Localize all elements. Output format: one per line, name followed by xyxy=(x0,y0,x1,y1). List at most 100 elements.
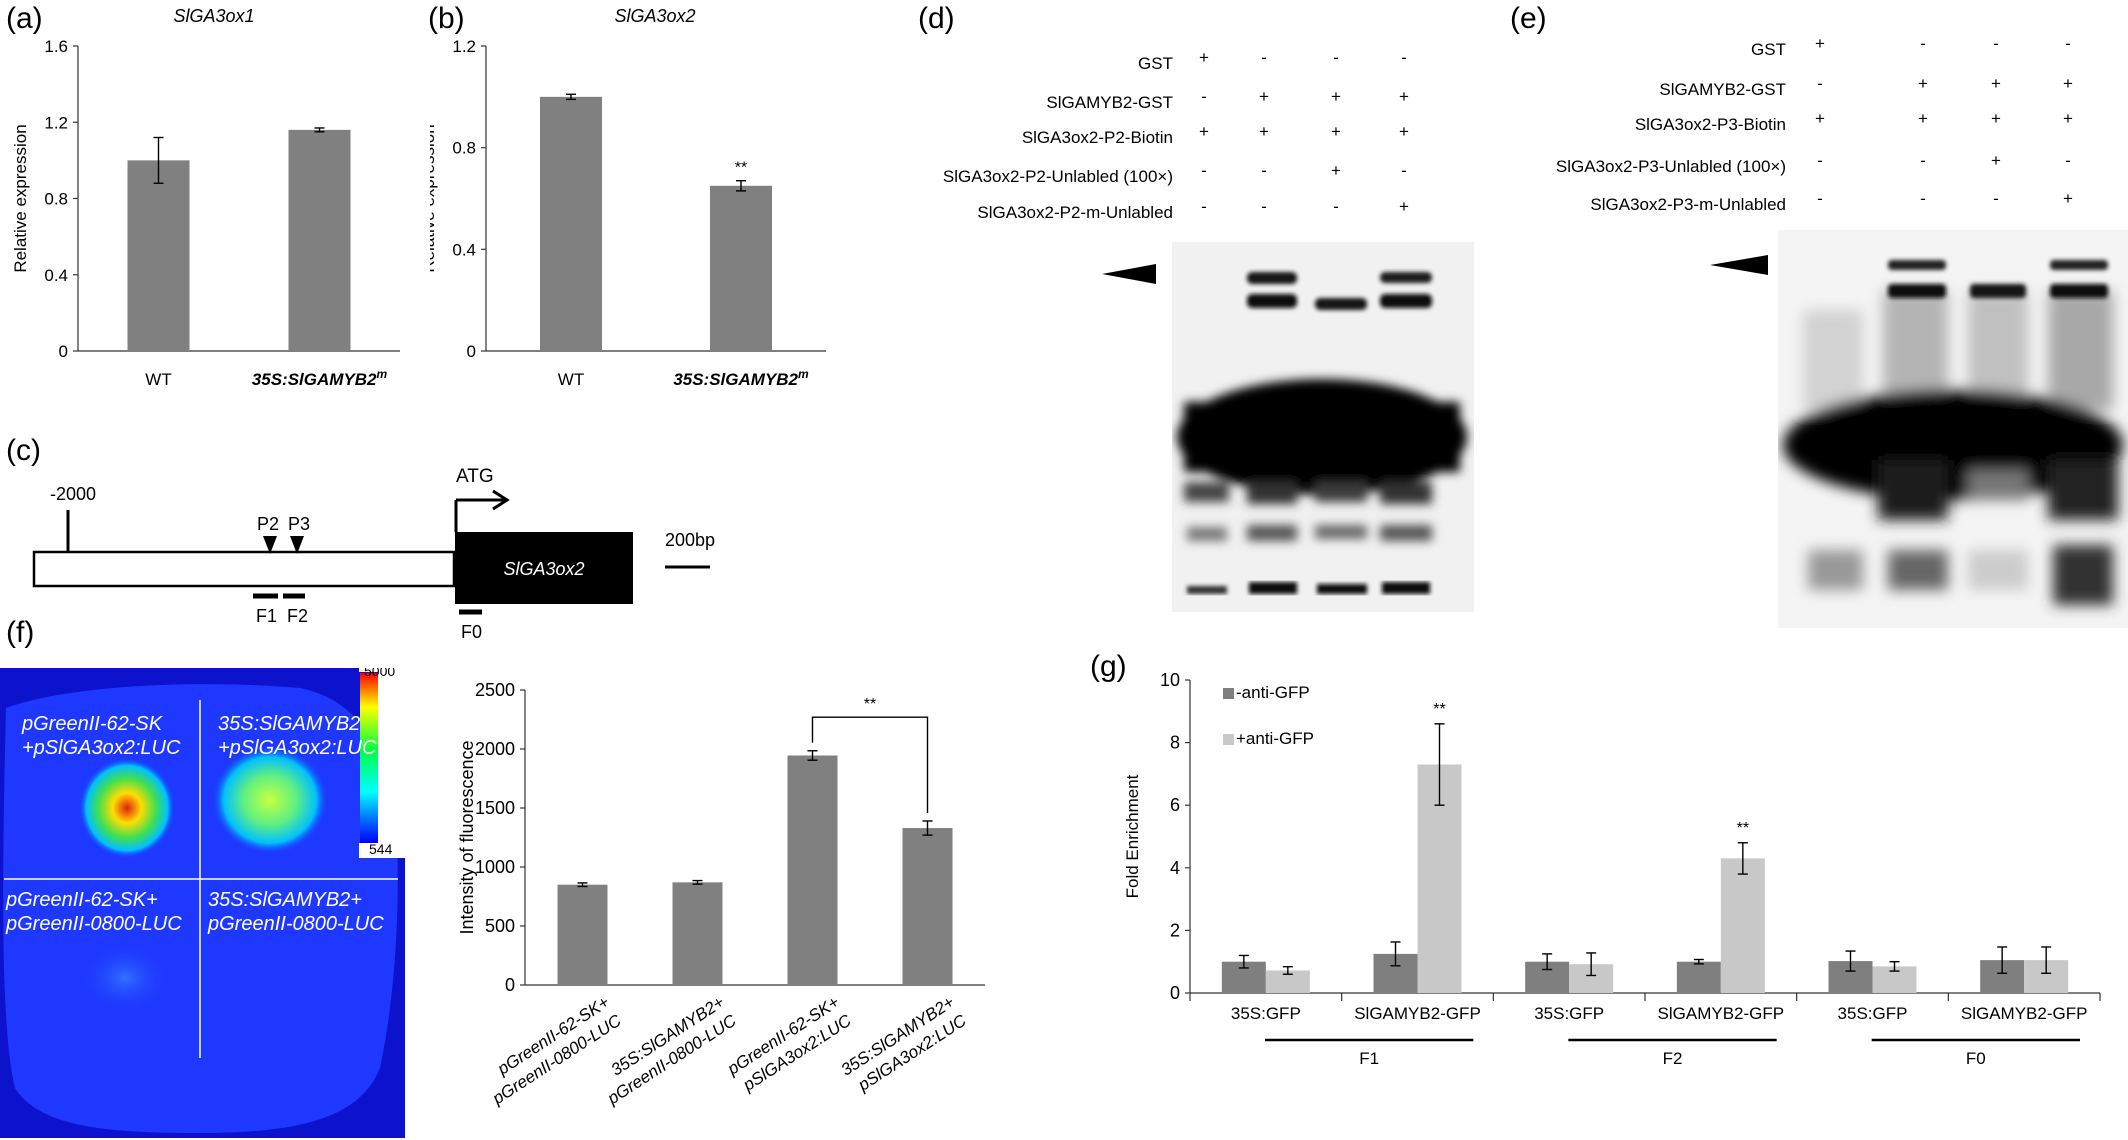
chart-b-y-axis-label: Relative expression xyxy=(430,124,438,272)
chart-f-fluorescence: 0 500 1000 1500 2000 2500 Intensity of fluores… xyxy=(457,680,985,1109)
gel-row-label: GST xyxy=(1751,40,1786,59)
chart-f-y-tick-label: 2000 xyxy=(475,739,515,759)
gel-sign: - xyxy=(1993,34,1999,53)
gel-sign: - xyxy=(1920,151,1926,170)
panel-label-g: (g) xyxy=(1090,650,1127,683)
chart-g-y-tick-label: 2 xyxy=(1170,920,1180,940)
luc-spot-1 xyxy=(79,758,175,858)
chart-g-x-tick-label: 35S:GFP xyxy=(1534,1004,1604,1023)
gel-sign: - xyxy=(1817,74,1823,93)
gel-sign: + xyxy=(2063,74,2073,93)
chart-g-x-tick-label: SlGAMYB2-GFP xyxy=(1961,1004,2088,1023)
chart-g-significance-mark: ** xyxy=(1737,820,1749,837)
gene-box xyxy=(455,532,633,604)
gel-sign: - xyxy=(1261,161,1267,180)
luc-spot-2 xyxy=(212,746,328,854)
gel-sign: + xyxy=(1991,151,2001,170)
promoter-box xyxy=(32,550,456,588)
luc-quadrant-label-1: pGreenII-62-SK +pSlGA3ox2:LUC xyxy=(22,713,181,759)
gel-sign: + xyxy=(2063,109,2073,128)
chart-f-y-tick-label: 0 xyxy=(505,975,515,995)
chart-b-bar xyxy=(540,96,602,351)
atg-arrow-icon xyxy=(492,489,510,511)
gel-d-image xyxy=(1172,242,1474,612)
gel-sign: - xyxy=(1401,161,1407,180)
chart-f-y-tick-label: 1000 xyxy=(475,857,515,877)
chart-b-y-tick-label: 0.4 xyxy=(452,240,476,259)
chart-b-significance-mark: ** xyxy=(735,160,747,177)
chart-f-bar xyxy=(787,755,838,985)
gel-sign: - xyxy=(1201,87,1207,106)
chart-g-legend-label: +anti-GFP xyxy=(1236,729,1314,748)
chart-g-y-tick-label: 10 xyxy=(1160,670,1180,690)
gel-sign: - xyxy=(1401,48,1407,67)
chart-a-expression: SlGA3ox1 0 0.4 0.8 1.2 1.6 Relative expression… xyxy=(11,6,400,389)
panel-label-a: (a) xyxy=(6,2,43,35)
chart-b-expression: SlGA3ox2 0 0.4 0.8 1.2 Relative expression WT 3… xyxy=(430,6,826,389)
chart-f-y-axis-label: Intensity of fluorescence xyxy=(457,740,477,934)
chart-b-title: SlGA3ox2 xyxy=(614,6,695,26)
chart-g-x-tick-label: 35S:GFP xyxy=(1231,1004,1301,1023)
chart-a-x-tick-label: WT xyxy=(145,370,171,389)
gel-sign: + xyxy=(1331,161,1341,180)
chart-g-chip-enrichment: 0 2 4 6 8 10 Fold Enrichment 35S:GFP SlGAMYB2-GF… xyxy=(1123,670,2101,1068)
chart-f-x-tick-label: 35S:SlGAMYB2+pGreenII-0800-LUC xyxy=(591,992,740,1109)
chart-f-x-tick-label: pGreenII-62-SK+pSlGA3ox2:LUC xyxy=(723,992,855,1098)
gel-sign: + xyxy=(1331,87,1341,106)
chart-b-y-tick-label: 0 xyxy=(467,342,476,361)
chart-f-bar xyxy=(672,882,723,985)
chart-a-bar xyxy=(288,129,351,351)
gel-e-band-arrow-icon xyxy=(1710,255,1768,275)
gel-sign: + xyxy=(2063,189,2073,208)
gel-e-image xyxy=(1778,230,2128,628)
chart-g-group-label: F0 xyxy=(1966,1049,1986,1068)
gene-label: SlGA3ox2 xyxy=(503,559,584,579)
color-scale-min: 544 xyxy=(369,841,393,857)
gel-row-label: SlGA3ox2-P3-Unlabled (100×) xyxy=(1555,157,1786,176)
gel-row-label: SlGA3ox2-P2-m-Unlabled xyxy=(977,203,1173,222)
gel-row-label: SlGA3ox2-P3-Biotin xyxy=(1634,115,1786,134)
chart-b-x-tick-label: WT xyxy=(558,370,584,389)
fragment-f2-label: F2 xyxy=(287,606,308,626)
chart-a-y-tick-label: 0.8 xyxy=(44,190,68,209)
chart-g-bar xyxy=(1676,961,1721,993)
chart-g-bar xyxy=(1720,858,1765,993)
gel-sign: - xyxy=(1817,151,1823,170)
chart-a-y-tick-label: 1.6 xyxy=(44,37,68,56)
chart-g-y-tick-label: 4 xyxy=(1170,858,1180,878)
gel-row-label: SlGA3ox2-P3-m-Unlabled xyxy=(1590,195,1786,214)
panel-label-b: (b) xyxy=(428,2,465,35)
gel-sign: + xyxy=(1991,109,2001,128)
gel-sign: - xyxy=(1333,197,1339,216)
chart-g-group-label: F2 xyxy=(1663,1049,1683,1068)
fragment-f1-label: F1 xyxy=(256,606,277,626)
luciferase-image: 5000 544 xyxy=(0,668,405,1138)
chart-g-bar xyxy=(1265,970,1310,993)
fragment-f0-label: F0 xyxy=(461,622,482,640)
gel-sign: - xyxy=(1261,197,1267,216)
chart-g-x-tick-label: SlGAMYB2-GFP xyxy=(1658,1004,1785,1023)
chart-a-bar xyxy=(127,160,190,351)
gel-row-label: GST xyxy=(1138,54,1173,73)
gel-sign: + xyxy=(1399,87,1409,106)
promoter-diagram: -2000 SlGA3ox2 ATG P2 P3 F1 F2 F0 200bp xyxy=(32,466,715,640)
chart-f-y-tick-label: 1500 xyxy=(475,798,515,818)
site-p2-label: P2 xyxy=(257,514,279,534)
chart-a-title: SlGA3ox1 xyxy=(173,6,254,26)
gel-sign: - xyxy=(1201,161,1207,180)
p2-marker-icon xyxy=(263,536,277,554)
gel-sign: - xyxy=(1817,189,1823,208)
gel-d-band-arrow-icon xyxy=(1102,264,1156,284)
chart-g-y-tick-label: 8 xyxy=(1170,733,1180,753)
chart-g-significance-mark: ** xyxy=(1433,701,1445,718)
chart-b-y-tick-label: 1.2 xyxy=(452,37,476,56)
chart-g-legend-swatch xyxy=(1223,734,1234,745)
gel-row-label: SlGA3ox2-P2-Biotin xyxy=(1021,128,1173,147)
gel-sign: + xyxy=(1918,109,1928,128)
atg-label: ATG xyxy=(456,466,494,487)
chart-b-y-tick-label: 0.8 xyxy=(452,139,476,158)
chart-g-x-tick-label: 35S:GFP xyxy=(1838,1004,1908,1023)
panel-label-e: (e) xyxy=(1510,2,1547,35)
chart-b-bar xyxy=(710,185,772,351)
luc-quadrant-label-3: pGreenII-62-SK+ pGreenII-0800-LUC xyxy=(6,889,182,935)
